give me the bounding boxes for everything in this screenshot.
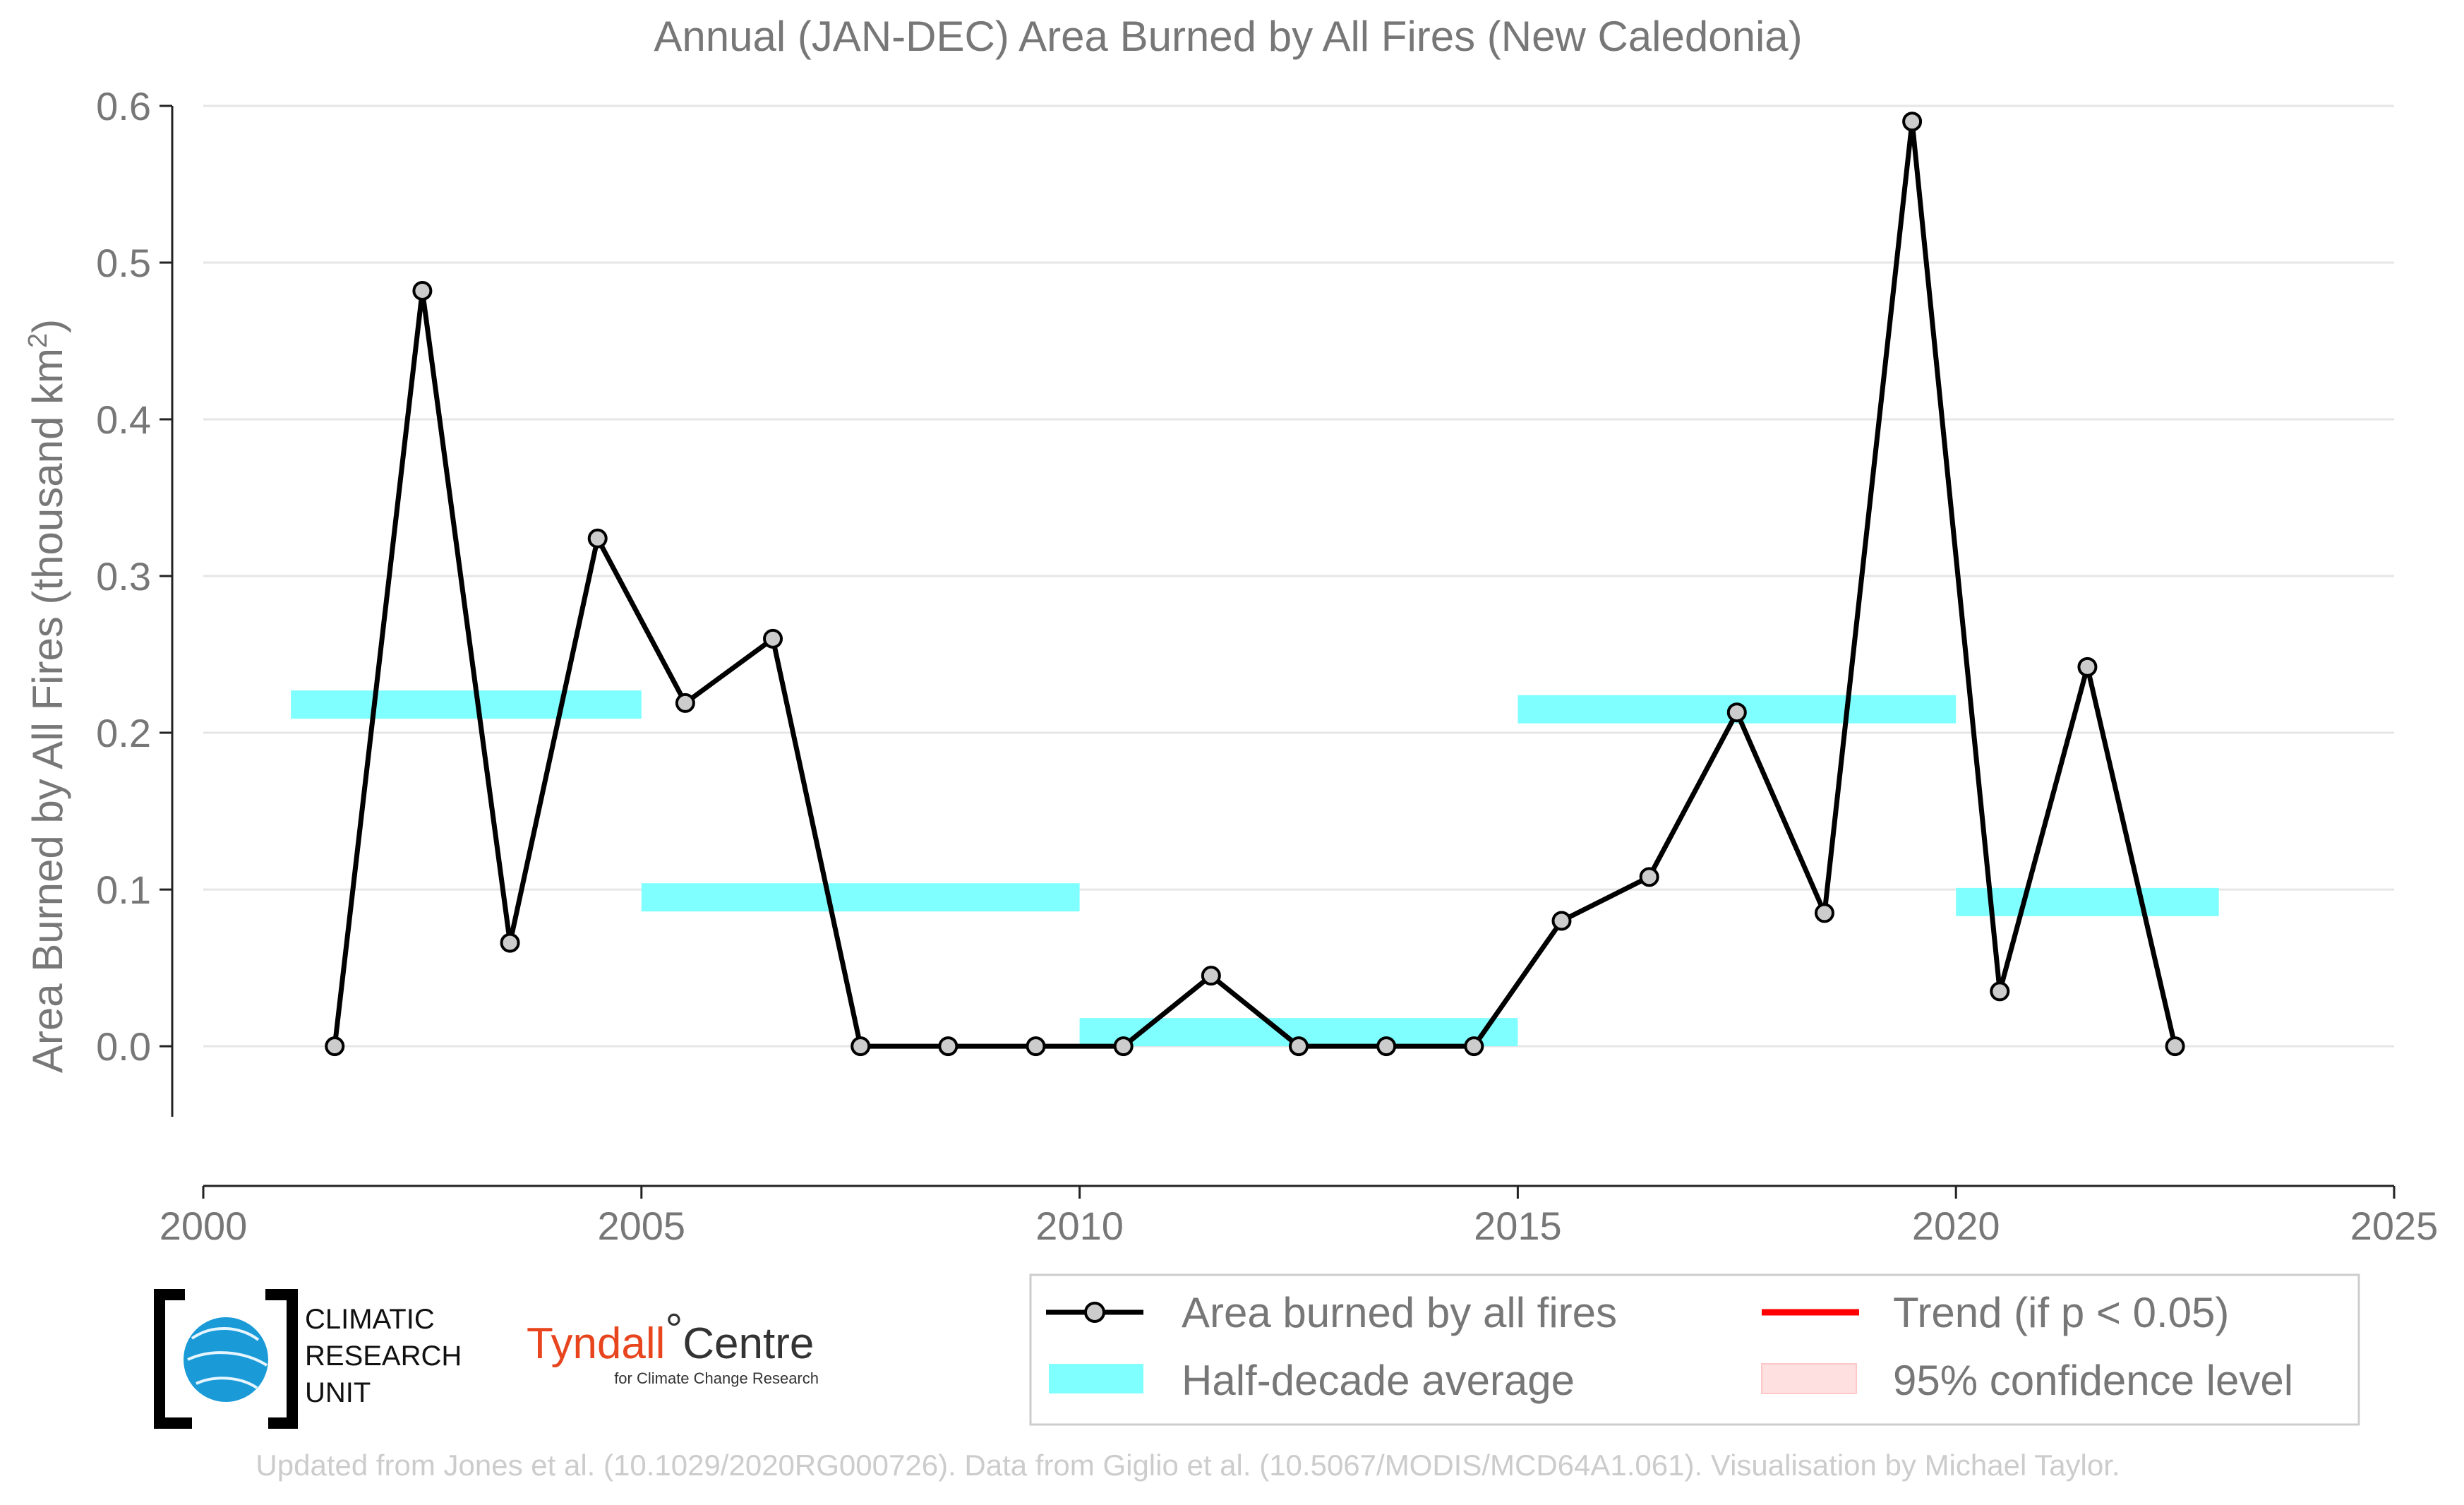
x-tick-label: 2005 <box>598 1204 686 1248</box>
data-point <box>1201 966 1221 986</box>
cru-logo: CLIMATIC RESEARCH UNIT <box>154 1289 462 1429</box>
half-decade-band <box>1956 887 2219 916</box>
x-tick-label: 2020 <box>1912 1204 2000 1248</box>
data-point <box>412 280 433 301</box>
y-axis-label-close: ) <box>24 319 71 333</box>
y-axis-label-sup: 2 <box>23 333 53 348</box>
data-point <box>851 1036 871 1057</box>
legend-label-series: Area burned by all fires <box>1182 1289 1617 1336</box>
data-point <box>1376 1036 1397 1057</box>
data-point <box>1726 702 1747 723</box>
data-point <box>325 1036 345 1057</box>
y-tick-label: 0.3 <box>96 554 151 599</box>
x-tick-label: 2000 <box>160 1204 248 1248</box>
y-tick-label: 0.5 <box>96 241 151 285</box>
half-decade-band <box>291 690 642 719</box>
data-point <box>500 933 520 953</box>
cru-logo-bracket-right <box>265 1289 298 1429</box>
y-tick-label: 0.4 <box>96 397 151 442</box>
data-point <box>1902 112 1923 132</box>
x-tick-labels: 2000 2005 2010 2015 2020 2025 <box>160 1186 2439 1248</box>
legend-key-half-decade <box>1049 1364 1143 1393</box>
grid-lines <box>203 104 2394 1048</box>
data-point <box>2077 656 2098 677</box>
y-tick-label: 0.2 <box>96 711 151 755</box>
data-point <box>587 528 608 548</box>
cru-logo-text-line3: UNIT <box>305 1377 371 1408</box>
legend-label-trend: Trend (if p < 0.05) <box>1893 1289 2229 1336</box>
legend-label-half-decade: Half-decade average <box>1182 1357 1575 1404</box>
y-axis-label: Area Burned by All Fires (thousand km2) <box>23 319 71 1073</box>
x-tick-label: 2015 <box>1474 1204 1562 1248</box>
footer-credit: Updated from Jones et al. (10.1029/2020R… <box>256 1449 2120 1482</box>
tyndall-logo-text: Tyndall°Centre <box>527 1305 814 1368</box>
data-point <box>1464 1036 1484 1057</box>
legend-label-confidence: 95% confidence level <box>1893 1357 2293 1404</box>
data-point <box>1289 1036 1309 1057</box>
y-tick-label: 0.0 <box>96 1024 151 1069</box>
cru-logo-bracket-left <box>154 1289 192 1429</box>
chart-title: Annual (JAN-DEC) Area Burned by All Fire… <box>654 13 1802 60</box>
data-point <box>1551 911 1572 931</box>
y-tick-label: 0.1 <box>96 868 151 912</box>
legend-key-series-marker <box>1084 1302 1105 1323</box>
tyndall-logo-centre: Centre <box>683 1319 814 1368</box>
x-tick-label: 2025 <box>2350 1204 2439 1248</box>
data-point <box>1990 981 2010 1002</box>
cru-logo-text-line2: RESEARCH <box>305 1341 462 1372</box>
cru-logo-text-line1: CLIMATIC <box>305 1304 435 1335</box>
tyndall-logo-degree: ° <box>665 1305 683 1354</box>
half-decade-band <box>641 883 1080 912</box>
data-point <box>1113 1036 1134 1057</box>
y-tick-labels: 0.0 0.1 0.2 0.3 0.4 0.5 0.6 <box>96 84 172 1069</box>
tyndall-logo: Tyndall°Centre for Climate Change Resear… <box>527 1305 819 1387</box>
data-point <box>938 1036 958 1057</box>
legend: Area burned by all fires Trend (if p < 0… <box>1029 1273 2360 1426</box>
half-decade-bands <box>291 690 2219 1047</box>
data-point <box>1814 903 1834 923</box>
x-tick-label: 2010 <box>1035 1204 1124 1248</box>
data-point <box>1639 867 1659 887</box>
data-point <box>1026 1036 1046 1057</box>
data-point <box>2165 1036 2185 1057</box>
data-point <box>675 692 695 713</box>
data-point <box>763 628 783 649</box>
data-points <box>325 112 2185 1057</box>
y-tick-label: 0.6 <box>96 84 151 128</box>
legend-key-confidence <box>1761 1363 1857 1394</box>
y-axis-label-main: Area Burned by All Fires (thousand km <box>24 348 71 1073</box>
legend-box <box>1029 1273 2360 1426</box>
series-line-area-burned <box>332 119 2178 1049</box>
tyndall-logo-main: Tyndall <box>527 1319 665 1368</box>
tyndall-logo-subtitle: for Climate Change Research <box>614 1369 819 1387</box>
globe-icon-swirl <box>187 1326 268 1389</box>
